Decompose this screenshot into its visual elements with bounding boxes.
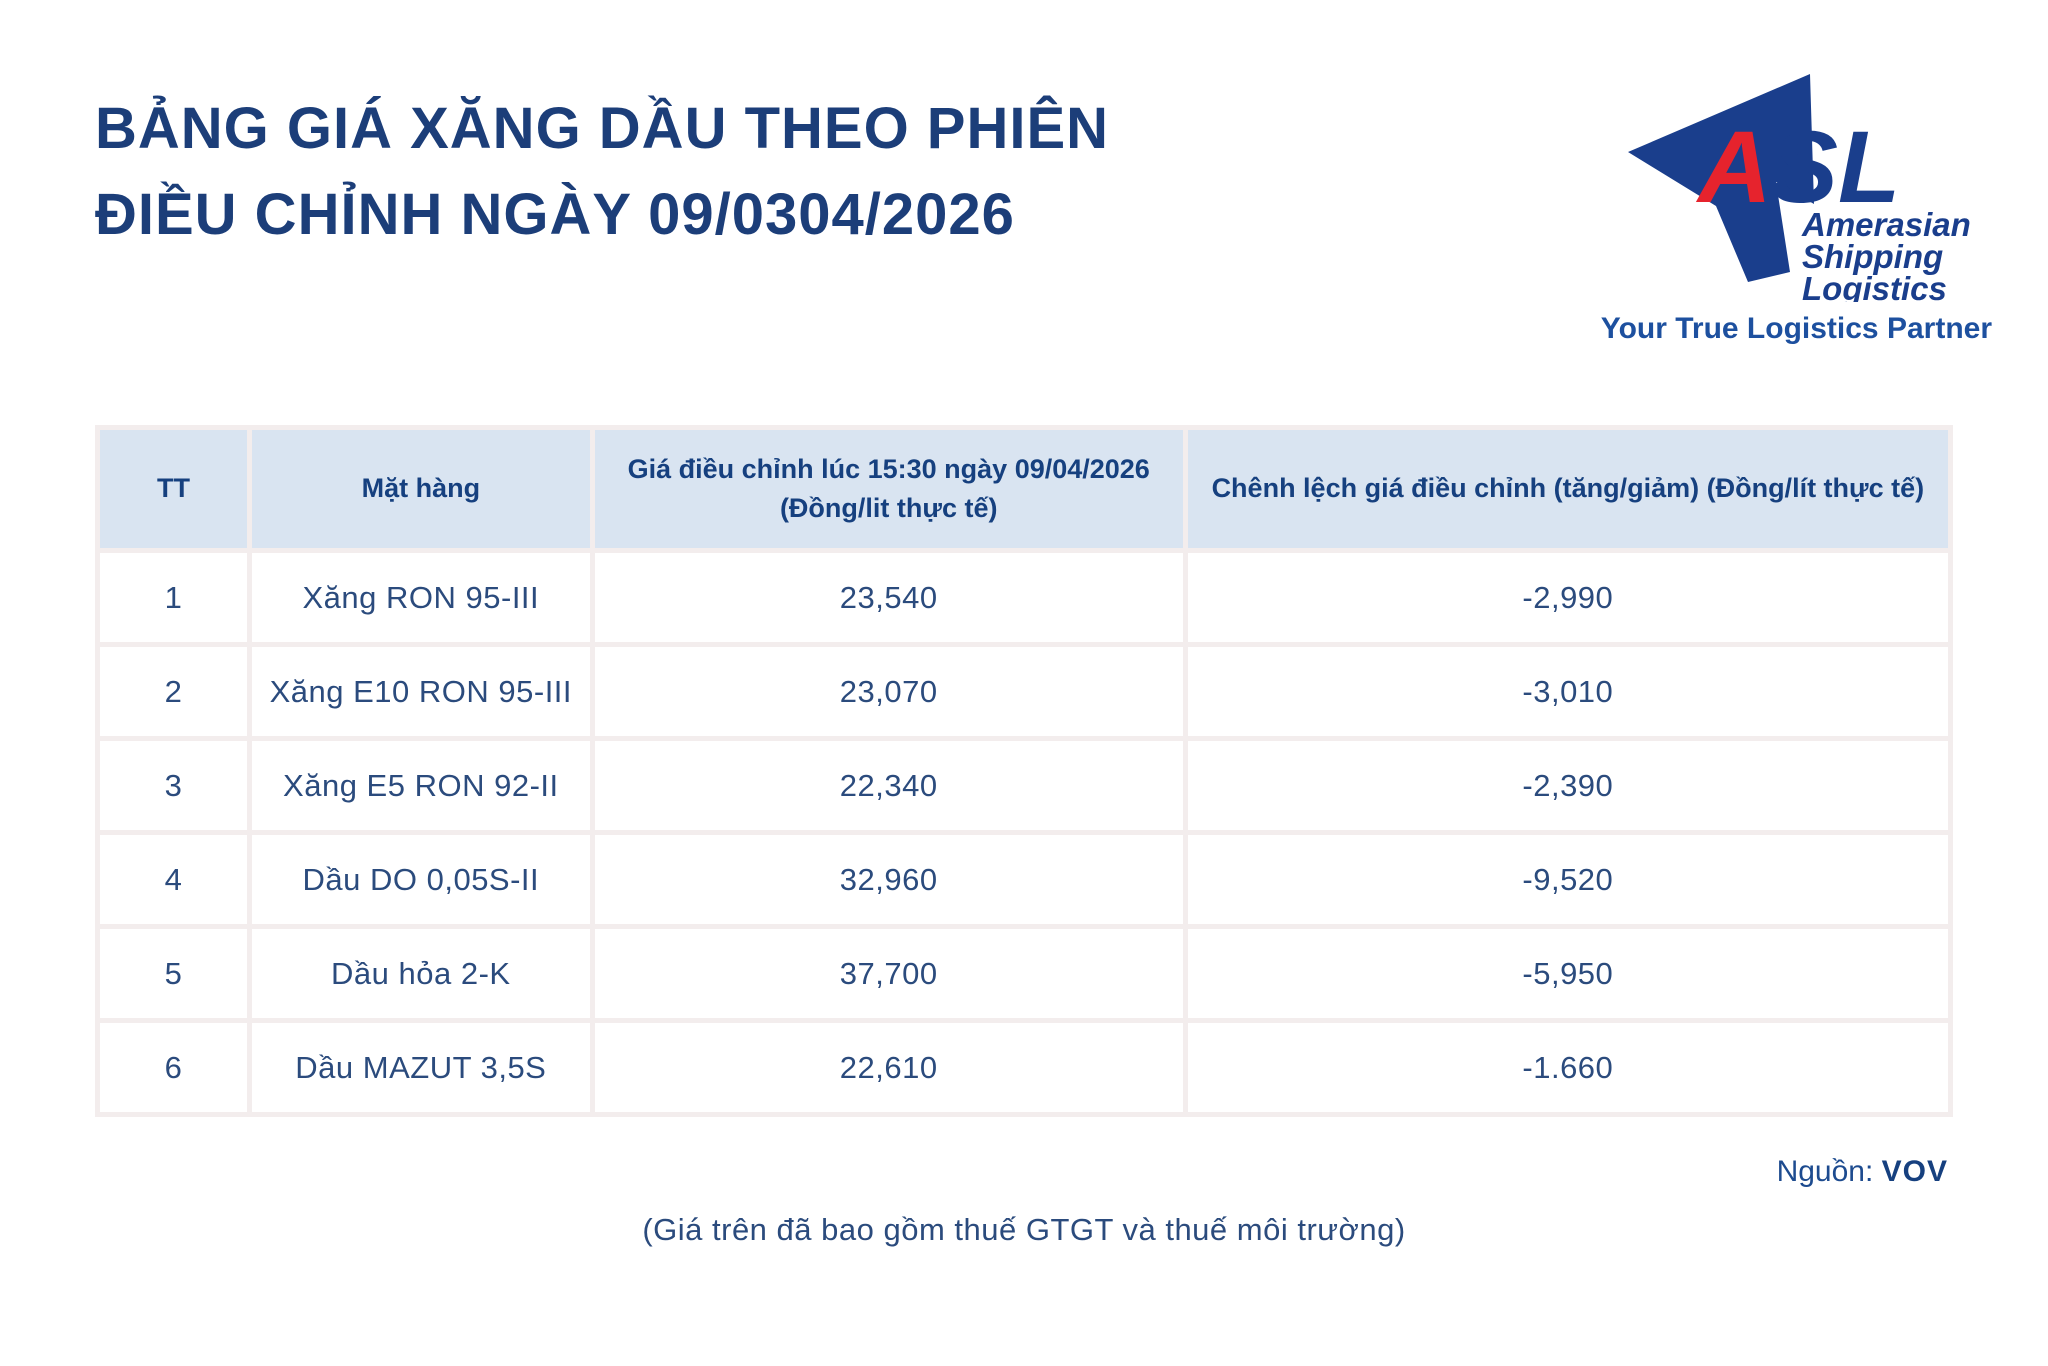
cell-index: 3 (95, 736, 252, 835)
cell-item: Xăng RON 95-III (246, 548, 595, 647)
cell-price: 37,700 (589, 924, 1188, 1023)
page-title: BẢNG GIÁ XĂNG DẦU THEO PHIÊN ĐIỀU CHỈNH … (95, 86, 1109, 258)
cell-item: Xăng E10 RON 95-III (246, 642, 595, 741)
source-label: Nguồn: (1776, 1155, 1882, 1188)
table-row: 3 Xăng E5 RON 92-II 22,340 -2,390 (95, 736, 1954, 835)
cell-difference: -3,010 (1182, 642, 1954, 741)
cell-item: Xăng E5 RON 92-II (246, 736, 595, 835)
fuel-price-table: TT Mặt hàng Giá điều chỉnh lúc 15:30 ngà… (95, 425, 1954, 1117)
cell-price: 23,070 (589, 642, 1188, 741)
cell-index: 5 (95, 924, 252, 1023)
cell-index: 2 (95, 642, 252, 741)
tax-inclusion-note: (Giá trên đã bao gồm thuế GTGT và thuế m… (642, 1212, 1406, 1247)
logo-letter-a: A (1695, 110, 1772, 224)
table-header-row: TT Mặt hàng Giá điều chỉnh lúc 15:30 ngà… (95, 425, 1954, 553)
table-row: 2 Xăng E10 RON 95-III 23,070 -3,010 (95, 642, 1954, 741)
cell-difference: -2,390 (1182, 736, 1954, 835)
cell-difference: -1.660 (1182, 1018, 1954, 1117)
table-row: 5 Dầu hỏa 2-K 37,700 -5,950 (95, 924, 1954, 1023)
page-title-line1: BẢNG GIÁ XĂNG DẦU THEO PHIÊN (95, 96, 1110, 161)
cell-difference: -5,950 (1182, 924, 1954, 1023)
cell-item: Dầu MAZUT 3,5S (246, 1018, 595, 1117)
logo-arrow-shape (1628, 74, 1814, 282)
page-title-line2: ĐIỀU CHỈNH NGÀY 09/0304/2026 (95, 181, 1015, 247)
cell-difference: -9,520 (1182, 830, 1954, 929)
cell-price: 22,610 (589, 1018, 1188, 1117)
company-logo: A SL Amerasian Shipping Logistics Your T… (1600, 52, 1992, 346)
col-header-price-difference: Chênh lệch giá điều chỉnh (tăng/giảm) (Đ… (1182, 425, 1954, 553)
cell-price: 32,960 (589, 830, 1188, 929)
cell-index: 1 (95, 548, 252, 647)
cell-difference: -2,990 (1182, 548, 1954, 647)
table-row: 6 Dầu MAZUT 3,5S 22,610 -1.660 (95, 1018, 1954, 1117)
cell-price: 23,540 (589, 548, 1188, 647)
cell-price: 22,340 (589, 736, 1188, 835)
logo-brand-line1: Amerasian (1801, 206, 1971, 243)
source-value: VOV (1881, 1155, 1948, 1188)
logo-brand-line3: Logistics (1802, 270, 1947, 302)
logo-brand-line2: Shipping (1802, 238, 1943, 275)
cell-index: 6 (95, 1018, 252, 1117)
logo-tagline: Your True Logistics Partner (1600, 312, 1992, 345)
cell-item: Dầu hỏa 2-K (246, 924, 595, 1023)
cell-index: 4 (95, 830, 252, 929)
cell-item: Dầu DO 0,05S-II (246, 830, 595, 929)
col-header-tt: TT (95, 425, 252, 553)
table-row: 1 Xăng RON 95-III 23,540 -2,990 (95, 548, 1954, 647)
logo-letters-sl: SL (1770, 110, 1900, 224)
asl-arrow-logo-icon: A SL Amerasian Shipping Logistics (1628, 74, 1971, 302)
price-table-container: TT Mặt hàng Giá điều chỉnh lúc 15:30 ngà… (95, 425, 1954, 1117)
col-header-item: Mặt hàng (246, 425, 595, 553)
table-row: 4 Dầu DO 0,05S-II 32,960 -9,520 (95, 830, 1954, 929)
col-header-adjusted-price: Giá điều chỉnh lúc 15:30 ngày 09/04/2026… (589, 425, 1188, 553)
source-attribution: Nguồn: VOV (1777, 1155, 1948, 1189)
